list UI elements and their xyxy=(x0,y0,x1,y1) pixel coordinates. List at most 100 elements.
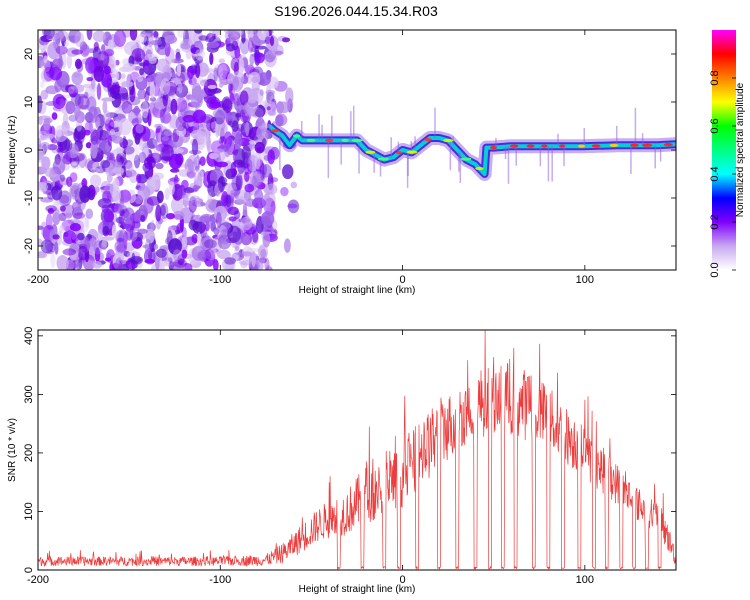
noise-blob xyxy=(191,245,206,261)
noise-blob xyxy=(40,197,54,203)
noise-blob xyxy=(147,108,152,127)
noise-blob xyxy=(111,69,119,83)
noise-blob xyxy=(254,189,264,204)
noise-blob xyxy=(194,49,206,61)
noise-blob xyxy=(267,110,277,117)
noise-blob xyxy=(129,231,144,242)
noise-blob xyxy=(260,249,267,259)
x-tick-label: -200 xyxy=(27,574,49,586)
noise-blob xyxy=(233,83,240,101)
noise-blob xyxy=(233,199,245,205)
noise-blob xyxy=(118,118,132,136)
noise-blob xyxy=(204,239,217,249)
noise-blob xyxy=(40,239,54,254)
noise-blob xyxy=(101,204,109,213)
noise-blob xyxy=(90,174,102,188)
noise-blob xyxy=(170,77,183,82)
noise-blob xyxy=(58,194,70,204)
noise-blob xyxy=(188,196,198,213)
noise-blob xyxy=(177,30,186,38)
noise-blob xyxy=(103,110,111,125)
noise-blob xyxy=(125,139,134,147)
noise-blob xyxy=(261,193,272,209)
noise-blob xyxy=(114,169,124,177)
noise-blob xyxy=(58,53,63,71)
noise-blob xyxy=(212,259,219,270)
noise-blob xyxy=(168,153,183,170)
noise-blob xyxy=(195,63,201,79)
trace-hotspot xyxy=(306,138,316,142)
noise-blob xyxy=(47,207,55,214)
noise-blob xyxy=(77,95,90,110)
noise-blob xyxy=(107,135,112,147)
noise-blob xyxy=(74,31,85,47)
noise-blob xyxy=(131,48,146,62)
noise-blob xyxy=(257,72,271,86)
noise-blob xyxy=(199,235,214,251)
noise-blob xyxy=(153,30,159,38)
noise-blob xyxy=(49,125,56,143)
noise-blob xyxy=(77,130,85,144)
noise-blob xyxy=(84,121,93,133)
noise-blob xyxy=(223,131,233,149)
trace-hotspot xyxy=(292,134,301,138)
noise-blob xyxy=(52,93,66,110)
noise-blob xyxy=(244,183,255,193)
noise-blob xyxy=(216,249,231,260)
noise-blob xyxy=(64,40,69,47)
y-tick-label: -10 xyxy=(23,190,35,206)
noise-blob xyxy=(38,40,48,51)
noise-blob xyxy=(261,138,267,148)
x-tick-label: 100 xyxy=(576,574,594,586)
noise-blob xyxy=(90,128,99,145)
noise-blob xyxy=(64,139,73,152)
noise-blob xyxy=(55,129,63,137)
trace-hotspot xyxy=(406,150,418,154)
noise-blob xyxy=(260,211,275,227)
noise-blob xyxy=(144,238,152,256)
noise-blob xyxy=(221,114,235,122)
trace-hotspot xyxy=(630,143,639,147)
noise-blob xyxy=(215,161,228,168)
noise-blob xyxy=(165,60,171,74)
noise-blob xyxy=(190,95,203,109)
noise-blob xyxy=(154,123,163,129)
noise-blob xyxy=(53,33,61,51)
noise-blob xyxy=(182,114,196,123)
noise-blob xyxy=(191,138,199,156)
noise-blob xyxy=(248,37,254,53)
noise-blob xyxy=(149,96,157,102)
noise-blob xyxy=(115,59,120,66)
noise-blob xyxy=(141,100,149,119)
x-tick-label: 100 xyxy=(576,274,594,286)
noise-blob xyxy=(122,63,136,72)
trace-hotspot xyxy=(460,157,472,161)
noise-blob xyxy=(207,191,212,206)
noise-blob xyxy=(232,227,238,233)
noise-blob xyxy=(265,183,278,196)
noise-blob xyxy=(163,130,173,137)
trace-hotspot xyxy=(475,166,484,171)
noise-blob xyxy=(260,163,272,178)
noise-blob xyxy=(159,107,166,124)
noise-blob xyxy=(54,79,62,93)
noise-blob xyxy=(235,196,249,204)
noise-blob xyxy=(65,212,73,219)
noise-blob xyxy=(257,202,263,215)
noise-blob xyxy=(113,202,123,214)
noise-blob xyxy=(269,36,275,47)
noise-blob xyxy=(57,30,65,40)
noise-blob xyxy=(232,76,239,91)
noise-blob xyxy=(121,81,134,88)
noise-blob xyxy=(85,208,94,220)
snr-y-ticks: 0 100 200 300 400 xyxy=(23,327,676,573)
noise-blob xyxy=(170,49,176,64)
noise-blob xyxy=(85,56,98,74)
noise-blob xyxy=(215,211,222,229)
noise-blob xyxy=(40,80,45,89)
noise-blob xyxy=(123,231,128,249)
noise-blob xyxy=(186,168,196,179)
noise-blob xyxy=(176,104,187,109)
spectrogram-y-axis-label: Frequency (Hz) xyxy=(7,116,18,185)
noise-blob xyxy=(75,262,83,270)
